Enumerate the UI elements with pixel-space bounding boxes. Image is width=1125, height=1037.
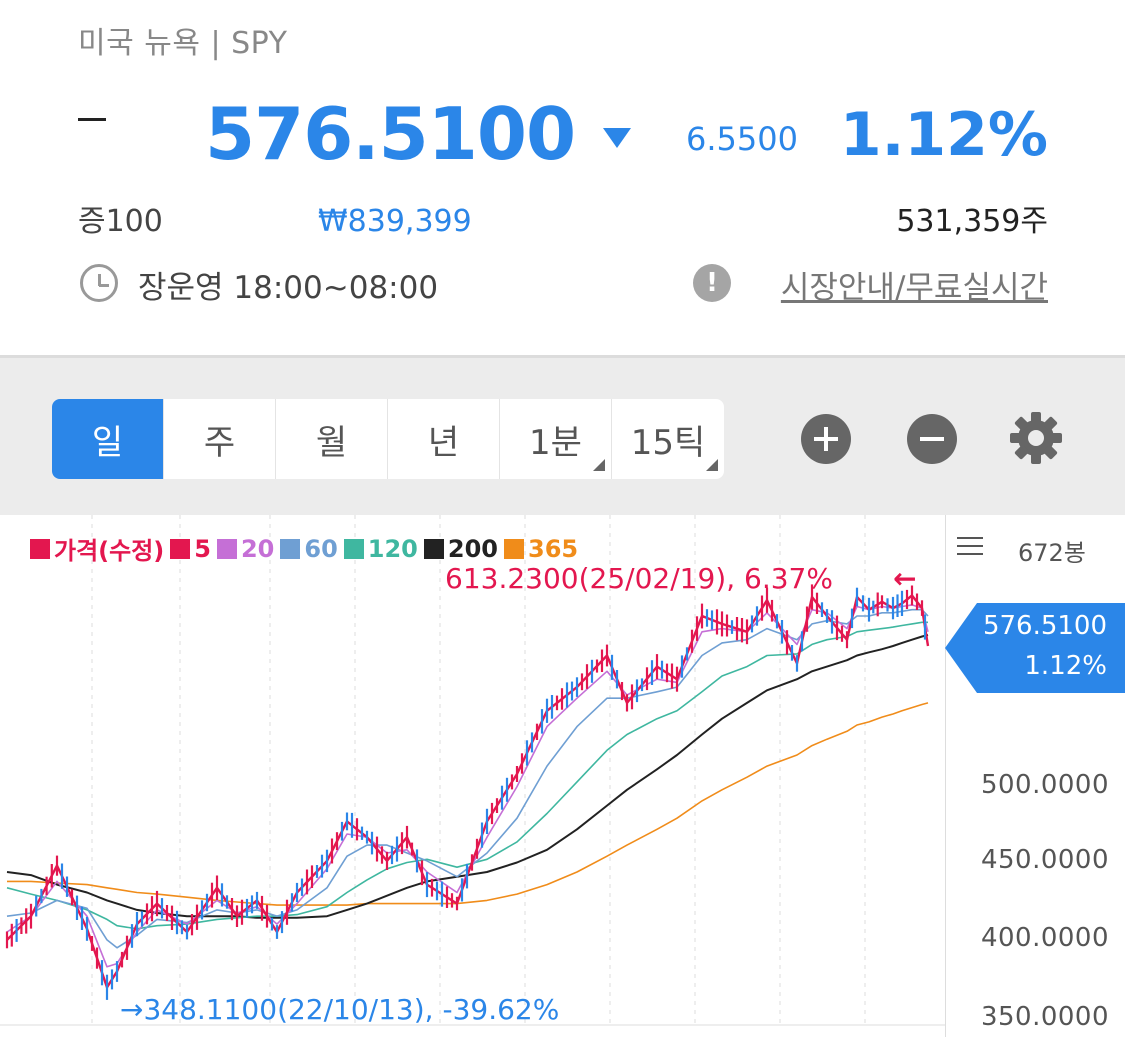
legend-swatch [30,538,50,559]
market-guide-link[interactable]: 시장안내/무료실시간 [780,270,1048,306]
price-change-percent: 1.12% [839,100,1048,170]
legend-item-ma20: 20 [216,534,275,563]
period-tabs: 일 주 월 년 1분 15틱 [52,399,724,479]
legend-swatch [504,538,524,559]
low-annotation: →348.1100(22/10/13), -39.62% [120,993,560,1026]
dropdown-corner-icon [706,459,718,471]
current-price-marker [945,603,1125,693]
current-price-label: 576.5100 [982,611,1107,641]
menu-icon[interactable] [957,537,983,557]
series-line-ma60 [6,608,929,949]
current-pct-label: 1.12% [1024,651,1107,681]
legend-label: 60 [304,534,338,563]
tab-day[interactable]: 일 [52,399,164,479]
bar-count: 672봉 [1018,539,1086,567]
tab-week[interactable]: 주 [164,399,276,479]
legend-label: 365 [528,534,579,563]
y-tick-label: 350.0000 [980,1002,1109,1032]
tab-label: 일 [91,422,124,463]
chart-legend: 가격(수정) 5 20 60 120 200 365 [30,531,584,566]
legend-swatch [343,538,364,559]
tab-label: 주 [203,422,236,463]
y-tick-label: 500.0000 [980,770,1109,800]
y-tick-label: 450.0000 [980,845,1109,875]
legend-item-ma200: 200 [423,534,498,563]
tab-label: 년 [427,422,460,463]
legend-item-ma5: 5 [170,535,211,563]
trading-hours: 장운영 18:00~08:00 [138,270,439,306]
current-price: 576.5100 [205,92,576,176]
high-annotation: 613.2300(25/02/19), 6.37% [445,562,833,595]
legend-label: 가격(수정) [54,537,165,565]
legend-label: 5 [194,534,211,563]
price-chart[interactable]: 가격(수정) 5 20 60 120 200 365 672봉 613.2300… [0,515,1125,1037]
tab-label: 월 [315,422,348,463]
legend-swatch [170,538,191,559]
legend-item-ma60: 60 [280,534,338,563]
volume: 531,359주 [896,204,1048,239]
krw-price: ₩839,399 [318,204,472,239]
chart-toolbar: 일 주 월 년 1분 15틱 [0,355,1125,515]
gear-icon[interactable] [1008,410,1064,466]
axis-divider [945,515,946,1037]
legend-label: 200 [447,534,498,563]
dropdown-corner-icon [593,459,605,471]
legend-label: 20 [240,534,275,563]
chart-plot[interactable] [0,515,1125,1037]
margin-rate: 증100 [78,204,163,239]
tab-year[interactable]: 년 [388,399,500,479]
series-line-ma365 [7,702,929,906]
tab-tick[interactable]: 15틱 [612,399,724,479]
series-line-ma120 [6,621,928,930]
tab-minute[interactable]: 1분 [500,399,612,479]
market-symbol: 미국 뉴욕 | SPY [78,26,288,61]
down-triangle-icon [603,128,631,148]
info-icon[interactable]: ! [693,264,731,302]
legend-label: 120 [367,534,418,563]
zoom-out-icon[interactable] [907,414,957,464]
y-tick-label: 400.0000 [980,923,1109,953]
left-arrow-icon: ← [893,562,917,595]
tab-label: 15틱 [630,422,706,463]
quote-header: 미국 뉴욕 | SPY 576.5100 6.5500 1.12% 증100 ₩… [0,0,1125,355]
legend-swatch [216,538,237,559]
zoom-in-icon[interactable] [801,414,851,464]
legend-item-ma120: 120 [343,534,418,563]
price-change: 6.5500 [686,120,798,158]
clock-icon [80,264,118,302]
tab-month[interactable]: 월 [276,399,388,479]
legend-item-ma365: 365 [504,535,578,563]
tab-label: 1분 [529,422,582,463]
status-dash [78,118,106,121]
legend-swatch [280,538,301,559]
series-line-ma20 [6,604,929,968]
legend-swatch [423,538,444,559]
legend-item-price: 가격(수정) [30,531,164,566]
